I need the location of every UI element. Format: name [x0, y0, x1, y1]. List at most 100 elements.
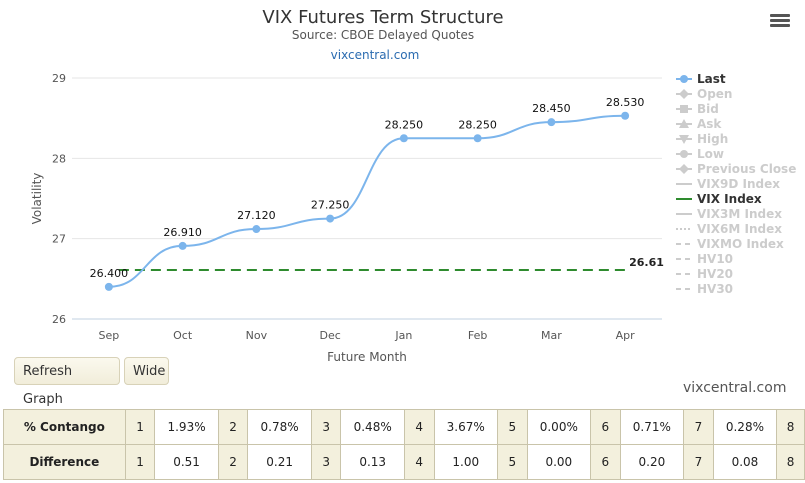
month-index-cell: 6: [590, 409, 621, 445]
y-tick-label: 29: [52, 72, 66, 85]
value-cell: 0.00%: [526, 409, 592, 445]
table-row: % Contango 1 1.93% 2 0.78% 3 0.48% 4 3.67% 5 0.00%…: [3, 409, 805, 445]
y-axis-title: Volatility: [30, 173, 44, 225]
legend-item-label: VIX6M Index: [697, 222, 782, 236]
menu-bar: [770, 19, 790, 22]
refresh-graph-button[interactable]: Refresh Graph: [14, 357, 120, 407]
legend-item-label: Open: [697, 87, 732, 101]
y-tick-label: 27: [52, 233, 66, 246]
x-tick-label: Dec: [319, 329, 340, 342]
last-data-label: 27.250: [311, 199, 350, 212]
last-series-line: [108, 114, 626, 288]
last-data-point: [399, 134, 408, 143]
last-data-label: 28.250: [458, 118, 497, 131]
hamburger-menu-icon[interactable]: [770, 12, 790, 30]
month-index-cell: 2: [217, 444, 249, 480]
menu-bar: [770, 14, 790, 17]
chart-title: VIX Futures Term Structure: [262, 7, 503, 28]
legend-item-label: HV30: [697, 282, 733, 296]
value-cell: 0.00: [526, 444, 592, 480]
legend-item-label: VIXMO Index: [697, 237, 784, 251]
x-tick-label: Feb: [468, 329, 487, 342]
last-data-point: [178, 241, 187, 250]
x-tick-label: Oct: [173, 329, 193, 342]
vix-index-value-label: 26.61: [629, 256, 664, 269]
month-index-cell: 4: [403, 444, 435, 480]
last-data-point: [326, 214, 335, 223]
last-data-point: [473, 134, 482, 143]
month-index-cell: 8: [776, 444, 805, 480]
last-data-label: 27.120: [237, 209, 276, 222]
watermark: vixcentral.com: [683, 380, 787, 396]
month-index-cell: 1: [124, 409, 156, 445]
chart-subtitle: Source: CBOE Delayed Quotes: [292, 28, 474, 42]
legend-marker: [680, 75, 688, 83]
y-tick-label: 28: [52, 152, 66, 165]
legend-item-label: HV10: [697, 252, 733, 266]
last-data-label: 26.910: [163, 226, 202, 239]
x-tick-label: Nov: [246, 329, 268, 342]
month-index-cell: 7: [683, 409, 714, 445]
legend-item-label: High: [697, 132, 728, 146]
month-index-cell: 4: [403, 409, 435, 445]
value-cell: 3.67%: [433, 409, 498, 445]
legend-item-label: Bid: [697, 102, 719, 116]
legend-item-label: VIX Index: [697, 192, 762, 206]
last-data-label: 28.450: [532, 102, 571, 115]
value-cell: 0.48%: [340, 409, 405, 445]
row-label: Difference: [3, 444, 126, 480]
value-cell: 0.21: [247, 444, 312, 480]
legend-marker: [679, 135, 689, 144]
contango-table: % Contango 1 1.93% 2 0.78% 3 0.48% 4 3.67% 5 0.00%…: [3, 409, 805, 480]
value-cell: 0.20: [619, 444, 685, 480]
legend-item-label: Ask: [697, 117, 722, 131]
month-index-cell: 1: [124, 444, 156, 480]
value-cell: 1.93%: [154, 409, 219, 445]
value-cell: 0.71%: [619, 409, 685, 445]
row-label: % Contango: [3, 409, 126, 445]
month-index-cell: 5: [496, 444, 528, 480]
last-data-point: [252, 225, 261, 234]
value-cell: 0.28%: [712, 409, 778, 445]
last-data-point: [104, 282, 113, 291]
x-tick-label: Sep: [99, 329, 120, 342]
wide-button[interactable]: Wide: [124, 357, 169, 385]
last-data-label: 28.250: [385, 118, 424, 131]
month-index-cell: 5: [496, 409, 528, 445]
legend-marker: [679, 164, 689, 174]
chart-source-link: vixcentral.com: [331, 48, 420, 62]
x-tick-label: Mar: [541, 329, 562, 342]
last-data-point: [547, 118, 556, 127]
legend-item-label: Low: [697, 147, 724, 161]
legend-marker: [680, 150, 688, 158]
month-index-cell: 3: [310, 444, 342, 480]
legend-item-label: HV20: [697, 267, 733, 281]
menu-bar: [770, 24, 790, 27]
month-index-cell: 8: [776, 409, 805, 445]
value-cell: 0.51: [154, 444, 219, 480]
y-tick-label: 26: [52, 313, 66, 326]
value-cell: 1.00: [433, 444, 498, 480]
legend-item-label: Previous Close: [697, 162, 796, 176]
legend-item-label: Last: [697, 72, 726, 86]
month-index-cell: 6: [590, 444, 621, 480]
value-cell: 0.78%: [247, 409, 312, 445]
value-cell: 0.13: [340, 444, 405, 480]
legend-item-label: VIX9D Index: [697, 177, 780, 191]
x-axis-title: Future Month: [327, 350, 407, 364]
table-row: Difference 1 0.51 2 0.21 3 0.13 4 1.00 5 0.00 6 0.20…: [3, 444, 805, 480]
legend-marker: [680, 105, 688, 113]
last-data-point: [621, 111, 630, 120]
last-data-label: 26.400: [90, 267, 129, 280]
legend-marker: [679, 89, 689, 99]
x-tick-label: Jan: [394, 329, 412, 342]
value-cell: 0.08: [712, 444, 778, 480]
legend-marker: [679, 119, 689, 128]
month-index-cell: 3: [310, 409, 342, 445]
x-tick-label: Apr: [616, 329, 636, 342]
month-index-cell: 7: [683, 444, 714, 480]
last-data-label: 28.530: [606, 96, 645, 109]
month-index-cell: 2: [217, 409, 249, 445]
vix-term-structure-chart: VIX Futures Term Structure Source: CBOE D…: [14, 7, 796, 407]
